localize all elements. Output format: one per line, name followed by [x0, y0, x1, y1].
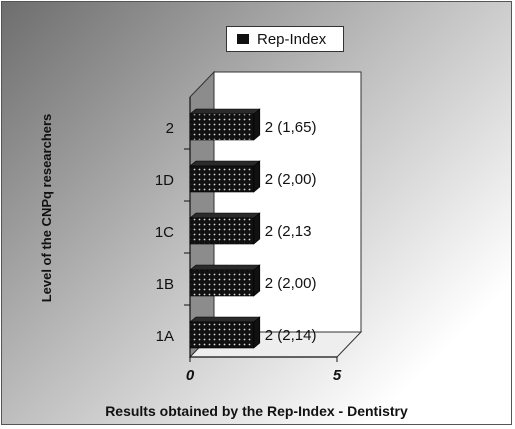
legend-label: Rep-Index — [257, 30, 327, 48]
bar-front-face — [189, 165, 255, 193]
bar-side-face — [253, 316, 261, 349]
bar-1a — [189, 316, 261, 349]
data-label: 2 (2,00) — [265, 275, 317, 292]
bar-1d — [189, 160, 261, 193]
legend-swatch — [237, 34, 249, 44]
x-tick-label: 5 — [333, 367, 342, 384]
y-tick-label: 1C — [155, 224, 174, 241]
y-tick-label: 1B — [156, 276, 174, 293]
x-axis-label: Results obtained by the Rep-Index - Dent… — [105, 403, 408, 419]
bar-front-face — [189, 113, 255, 141]
bar-1c — [189, 212, 261, 245]
legend: Rep-Index — [226, 26, 344, 52]
bar-front-face — [189, 269, 255, 297]
bar-side-face — [253, 108, 261, 141]
bar-top-face — [189, 108, 261, 115]
bar-front-face — [189, 217, 255, 245]
data-label: 2 (2,13 — [265, 223, 312, 240]
bar-top-face — [189, 160, 261, 167]
data-label: 2 (1,65) — [265, 119, 317, 136]
y-tick-label: 1D — [155, 172, 174, 189]
bar-1b — [189, 264, 261, 297]
x-tick-label: 0 — [186, 367, 195, 384]
bar-top-face — [189, 316, 261, 323]
data-label: 2 (2,14) — [265, 327, 317, 344]
bar-side-face — [253, 160, 261, 193]
bar-top-face — [189, 264, 261, 271]
bar-side-face — [253, 212, 261, 245]
data-label: 2 (2,00) — [265, 171, 317, 188]
y-tick-label: 2 — [166, 120, 174, 137]
bar-2 — [189, 108, 261, 141]
bar-front-face — [189, 321, 255, 349]
bar-side-face — [253, 264, 261, 297]
bar-top-face — [189, 212, 261, 219]
y-axis-label: Level of the CNPq researchers — [39, 113, 54, 303]
y-tick-label: 1A — [156, 328, 174, 345]
